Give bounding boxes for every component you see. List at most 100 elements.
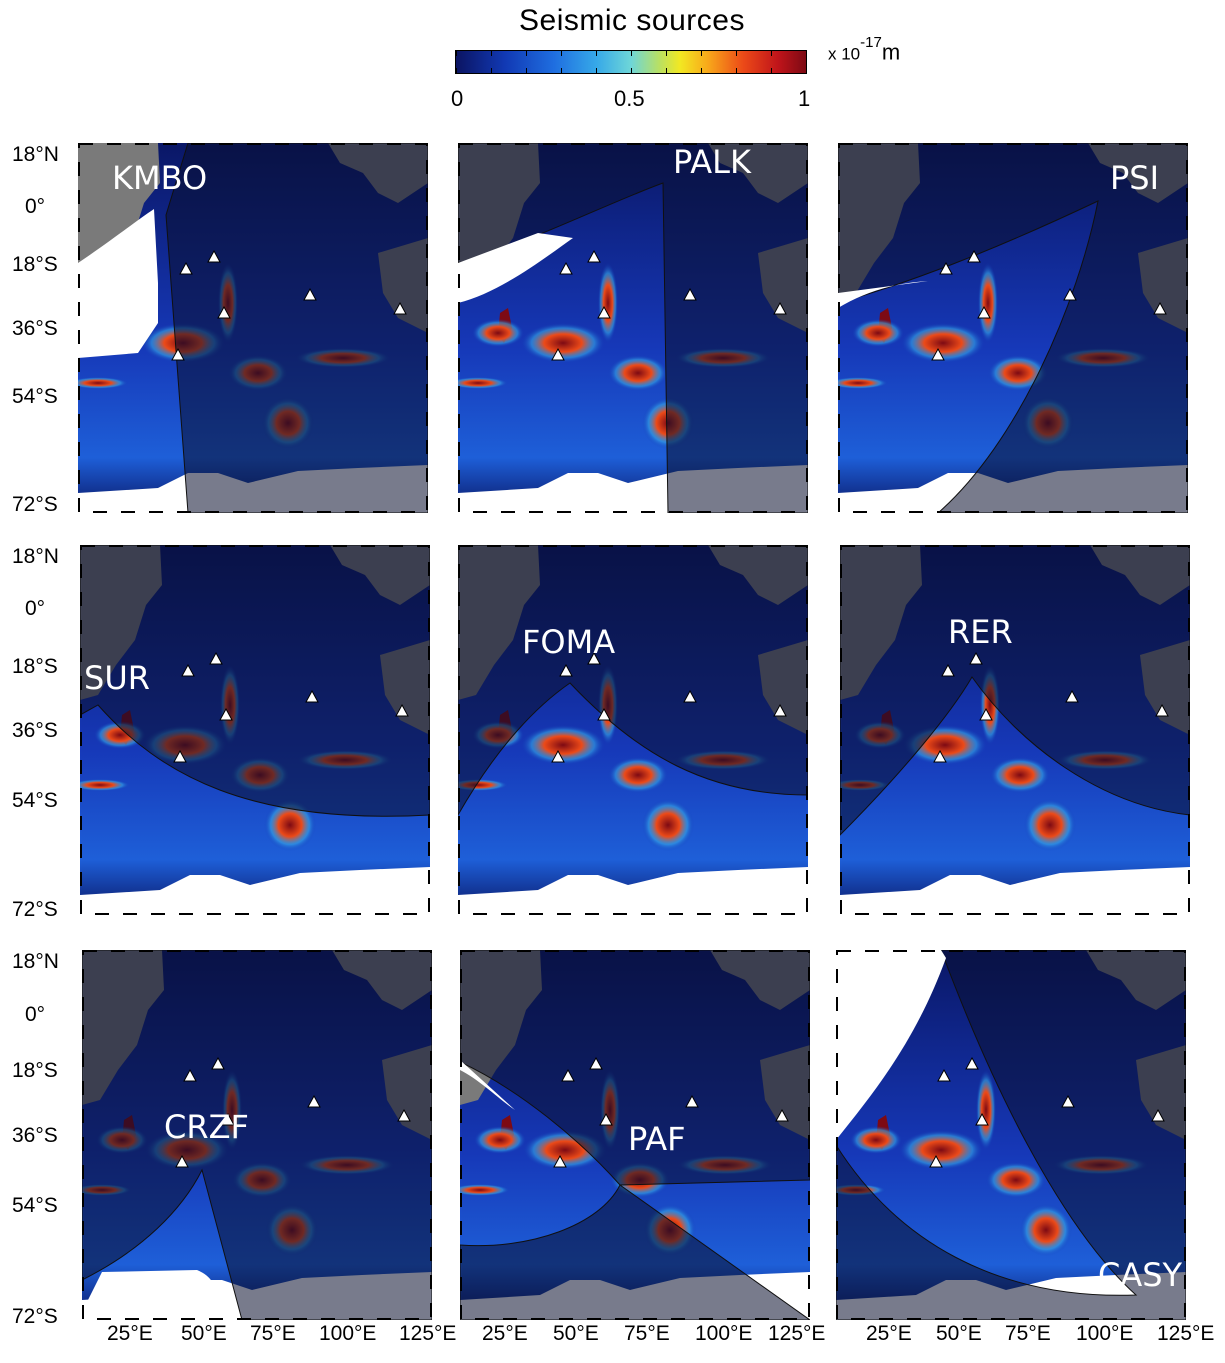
- station-triangle-marker: [941, 663, 955, 677]
- lat-label: 72°S: [12, 1305, 58, 1328]
- seismic-source-hotspot: [460, 1184, 510, 1196]
- map-svg: CASY: [836, 950, 1186, 1320]
- lat-label: 0°: [25, 195, 46, 218]
- station-triangle-marker: [967, 249, 981, 263]
- colorbar-unit-exponent: -17: [860, 34, 882, 51]
- map-svg: KMBO: [78, 143, 428, 513]
- seismic-source-hotspot: [78, 377, 128, 389]
- station-label: FOMA: [522, 623, 615, 661]
- station-triangle-marker: [551, 749, 565, 763]
- station-shadow-zone: [82, 950, 432, 1320]
- station-label: CRZF: [164, 1108, 249, 1146]
- seismic-source-hotspot: [264, 799, 316, 851]
- station-triangle-marker: [307, 1094, 321, 1108]
- white-cap-zone: [460, 1060, 515, 1110]
- lon-label: 75°E: [250, 1322, 296, 1345]
- map-svg: PAF: [460, 950, 810, 1320]
- station-triangle-marker: [305, 689, 319, 703]
- map-frame: [840, 545, 1190, 915]
- station-triangle-marker: [393, 301, 407, 315]
- map-panel-rer: RER: [840, 545, 1190, 915]
- map-panel-paf: PAF: [460, 950, 810, 1320]
- map-panel-palk: PALK: [458, 143, 808, 513]
- lat-label: 0°: [25, 1003, 46, 1026]
- station-triangle-marker: [219, 707, 233, 721]
- lon-label: 100°E: [695, 1322, 753, 1345]
- map-panel-casy: CASY: [836, 950, 1186, 1320]
- lat-label: 18°N: [12, 950, 59, 973]
- map-panel-crzf: CRZF: [82, 950, 432, 1320]
- map-svg: CRZF: [82, 950, 432, 1320]
- station-triangle-marker: [773, 703, 787, 717]
- lon-label: 50°E: [936, 1322, 982, 1345]
- seismic-source-hotspot: [990, 757, 1050, 793]
- lat-label: 18°N: [12, 545, 59, 568]
- station-label: PALK: [673, 143, 752, 181]
- station-triangle-marker: [929, 1154, 943, 1168]
- station-triangle-marker: [1155, 703, 1169, 717]
- lat-label: 54°S: [12, 1194, 58, 1217]
- seismic-source-hotspot: [642, 799, 694, 851]
- map-frame: [80, 545, 430, 915]
- colorbar: [455, 50, 807, 74]
- station-triangle-marker: [597, 707, 611, 721]
- station-triangle-marker: [209, 651, 223, 665]
- station-label: RER: [948, 613, 1013, 651]
- station-triangle-marker: [181, 663, 195, 677]
- map-svg: PALK: [458, 143, 808, 513]
- station-triangle-marker: [397, 1108, 411, 1122]
- lon-label: 100°E: [1076, 1322, 1134, 1345]
- map-panel-foma: FOMA: [458, 545, 808, 915]
- colorbar-unit-suffix: m: [881, 39, 901, 65]
- station-triangle-marker: [931, 347, 945, 361]
- station-triangle-marker: [587, 651, 601, 665]
- colorbar-title: Seismic sources: [519, 4, 745, 37]
- station-triangle-marker: [773, 301, 787, 315]
- station-triangle-marker: [775, 1108, 789, 1122]
- station-triangle-marker: [939, 261, 953, 275]
- station-triangle-marker: [599, 1112, 613, 1126]
- station-label: PAF: [628, 1120, 686, 1158]
- station-label: SUR: [84, 659, 150, 697]
- map-frame: [458, 143, 808, 513]
- station-triangle-marker: [207, 249, 221, 263]
- seismic-source-hotspot: [80, 779, 130, 791]
- white-cap-zone: [836, 950, 946, 1140]
- station-shadow-zone: [458, 545, 808, 817]
- antarctica-landmass: [80, 867, 430, 915]
- map-panel-sur: SUR: [80, 545, 430, 915]
- seismic-source-hotspot: [1024, 799, 1076, 851]
- station-triangle-marker: [1065, 689, 1079, 703]
- seismic-source-hotspot: [458, 377, 508, 389]
- station-triangle-marker: [175, 1154, 189, 1168]
- station-label: PSI: [1110, 159, 1159, 197]
- station-triangle-marker: [597, 305, 611, 319]
- station-triangle-marker: [561, 1068, 575, 1082]
- station-triangle-marker: [1061, 1094, 1075, 1108]
- seismic-source-hotspot: [608, 757, 668, 793]
- lat-label: 0°: [25, 597, 46, 620]
- station-triangle-marker: [1151, 1108, 1165, 1122]
- map-frame: [460, 950, 810, 1320]
- seismic-source-hotspot: [521, 323, 605, 363]
- map-svg: PSI: [838, 143, 1188, 513]
- map-svg: SUR: [80, 545, 430, 915]
- station-triangle-marker: [683, 287, 697, 301]
- lon-label: 25°E: [107, 1322, 153, 1345]
- station-triangle-marker: [551, 347, 565, 361]
- seismic-source-hotspot: [521, 725, 605, 765]
- lat-label: 18°S: [12, 1059, 58, 1082]
- station-triangle-marker: [937, 1068, 951, 1082]
- colorbar-tick-0: 0: [451, 86, 464, 111]
- antarctica-landmass: [840, 867, 1190, 915]
- map-svg: FOMA: [458, 545, 808, 915]
- seismic-source-hotspot: [608, 355, 668, 391]
- lon-label: 75°E: [624, 1322, 670, 1345]
- lon-label: 25°E: [866, 1322, 912, 1345]
- station-triangle-marker: [559, 261, 573, 275]
- lon-label: 50°E: [181, 1322, 227, 1345]
- station-triangle-marker: [589, 1056, 603, 1070]
- lat-label: 54°S: [12, 789, 58, 812]
- colorbar-unit-prefix: x 10: [828, 44, 861, 64]
- station-shadow-zone: [836, 950, 1186, 1320]
